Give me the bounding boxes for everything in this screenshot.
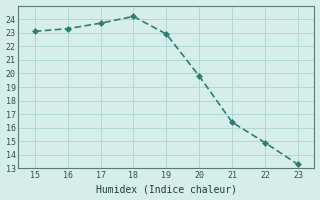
X-axis label: Humidex (Indice chaleur): Humidex (Indice chaleur) (96, 184, 237, 194)
